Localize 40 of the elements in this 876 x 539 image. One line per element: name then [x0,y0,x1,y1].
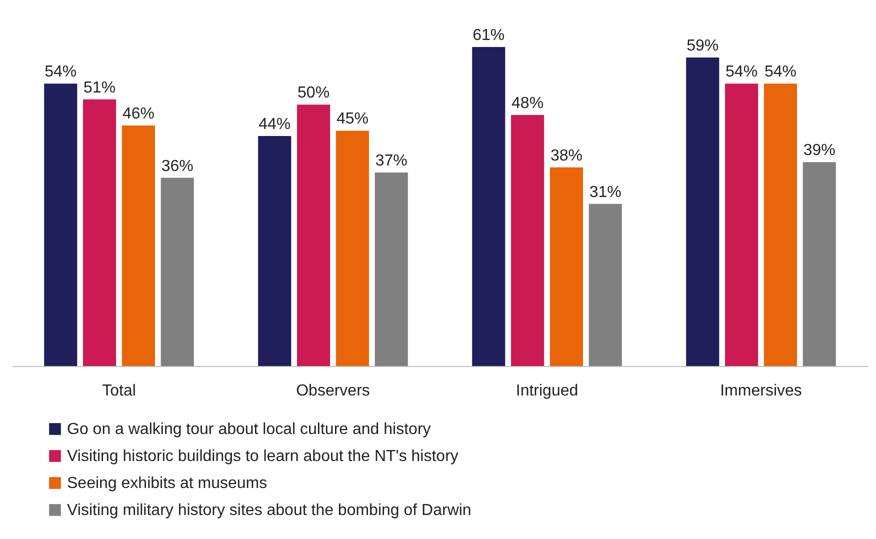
data-label: 31% [589,184,622,201]
data-label: 48% [512,95,544,112]
x-tick-label: Observers [296,382,370,400]
data-label: 54% [726,64,758,81]
x-tick-label: Immersives [720,382,802,400]
bar [802,162,836,366]
data-label: 50% [298,84,330,102]
bar [764,84,797,366]
x-tick-label: Total [102,382,136,400]
data-label: 46% [122,105,154,122]
bar [336,130,369,366]
data-label: 51% [84,79,116,96]
bar [160,178,194,366]
data-label: 54% [764,64,796,81]
bar [297,104,330,366]
data-label: 39% [803,142,836,160]
legend-label: Go on a walking tour about local culture and history [67,421,431,438]
bar [258,136,292,366]
bar [374,172,408,366]
legend-label: Visiting military history sites about the bombing of Darwin [67,502,472,519]
legend-label: Visiting historic buildings to learn about the NT's history [67,448,458,465]
bar [686,58,720,366]
data-label: 36% [161,158,194,175]
data-label: 59% [686,38,719,55]
data-label: 45% [336,110,368,128]
data-label: 37% [375,152,408,170]
bar [511,115,544,366]
bar [472,47,506,366]
bar [550,167,583,366]
data-label: 54% [44,64,77,81]
data-label: 61% [472,27,505,44]
bar [725,84,758,366]
bar [588,204,622,366]
data-label: 38% [550,147,582,164]
data-label: 44% [258,116,291,133]
bar [44,84,78,366]
x-tick-label: Intrigued [516,382,578,400]
bar [83,99,116,366]
legend-label: Seeing exhibits at museums [67,475,268,492]
bar [122,125,155,366]
